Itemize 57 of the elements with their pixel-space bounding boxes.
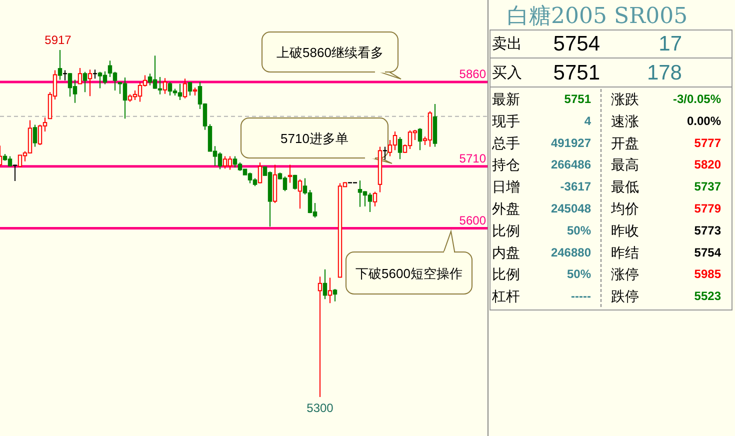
annotation: 5917	[44, 33, 72, 47]
category-label: 卖出	[492, 36, 522, 52]
text: 4	[584, 114, 591, 128]
ref-line-label: 5710	[459, 151, 486, 166]
category-label: 最低	[611, 178, 639, 195]
text: -3617	[560, 180, 591, 194]
category-label: 买入	[492, 64, 522, 82]
text: -3/0.05%	[672, 92, 721, 106]
category-label: 内盘	[492, 244, 520, 260]
text: 0.00%	[686, 114, 721, 128]
text: 5754	[553, 32, 600, 56]
text: 5523	[694, 289, 721, 304]
text: 5777	[694, 136, 721, 150]
text: 246880	[550, 245, 591, 260]
ref-line-label: 5860	[459, 67, 486, 82]
category-label: 总手	[491, 134, 520, 151]
annotation: 5300	[306, 401, 334, 415]
text: 5779	[694, 202, 721, 216]
text: 178	[646, 62, 682, 84]
text: 50%	[566, 267, 591, 282]
callout: 下破5600短空操作	[346, 229, 472, 294]
category-label: 涨停	[611, 266, 639, 282]
ref-line-label: 5600	[459, 213, 486, 228]
category-label: 比例	[492, 266, 520, 282]
category-label: 昨收	[611, 222, 639, 238]
category-label: 跌停	[611, 288, 639, 304]
text: 266486	[550, 158, 591, 172]
text: 245048	[550, 202, 591, 216]
category-label: 开盘	[611, 134, 639, 151]
annotation: 5710进多单	[280, 131, 348, 146]
category-label: 昨结	[611, 244, 639, 260]
text: 5751	[553, 62, 600, 84]
category-label: 涨跌	[611, 91, 639, 107]
category-label: 持仓	[492, 156, 520, 173]
text: 5737	[694, 180, 721, 194]
text: 5751	[564, 92, 591, 106]
text: -----	[571, 289, 591, 304]
category-label: 杠杆	[491, 288, 520, 304]
text: 5985	[694, 267, 721, 282]
text: 5820	[694, 158, 721, 172]
category-label: 比例	[492, 222, 520, 238]
category-label: 现手	[492, 112, 520, 129]
text: 17	[658, 32, 682, 56]
category-label: 外盘	[492, 200, 520, 216]
category-label: 速涨	[611, 112, 639, 129]
category-label: 最高	[611, 156, 639, 173]
category-label: 均价	[610, 200, 639, 216]
annotation: 下破5600短空操作	[356, 266, 462, 281]
text: 5754	[694, 245, 721, 260]
category-label: 最新	[492, 91, 520, 107]
callout: 上破5860继续看多	[262, 32, 402, 80]
text: 5773	[694, 223, 721, 238]
text: 白糖2005 SR005	[507, 4, 688, 29]
text: 50%	[566, 223, 591, 238]
category-label: 日增	[492, 178, 520, 195]
annotation: 上破5860继续看多	[276, 45, 384, 60]
text: 491927	[550, 136, 591, 150]
